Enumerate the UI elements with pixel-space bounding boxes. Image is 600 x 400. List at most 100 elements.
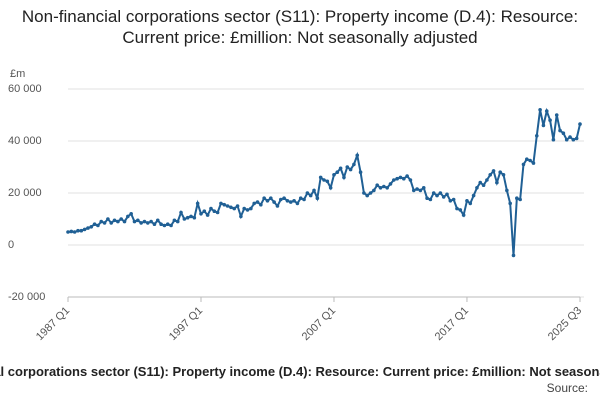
point — [528, 158, 532, 163]
point — [242, 206, 247, 211]
point — [76, 228, 80, 233]
point — [378, 186, 383, 190]
point — [195, 201, 200, 206]
point — [488, 173, 493, 177]
point — [338, 166, 343, 171]
point — [312, 188, 316, 193]
point — [431, 191, 436, 195]
point — [498, 170, 503, 174]
point — [518, 197, 522, 202]
x-tick-label: 2017 Q1 — [433, 305, 471, 343]
point — [475, 186, 479, 190]
point — [72, 230, 77, 234]
point — [525, 157, 529, 161]
point — [332, 173, 336, 177]
point — [185, 215, 190, 220]
point — [179, 210, 183, 215]
point — [335, 170, 340, 174]
point — [222, 202, 227, 207]
point — [189, 214, 193, 219]
y-tick-label: 40 000 — [8, 135, 42, 147]
point — [571, 137, 576, 142]
point — [215, 210, 220, 215]
point — [541, 123, 546, 128]
point — [578, 122, 582, 126]
point — [401, 176, 406, 181]
caption: Non-financial corporations sector (S11):… — [0, 364, 600, 379]
point — [272, 200, 276, 204]
point — [538, 108, 542, 112]
point — [285, 199, 290, 203]
point — [249, 206, 253, 211]
point — [202, 209, 207, 213]
point — [418, 188, 423, 193]
point — [461, 213, 466, 217]
point — [86, 226, 90, 230]
point — [345, 165, 350, 169]
point — [295, 201, 300, 206]
point — [162, 223, 167, 228]
point — [435, 193, 439, 198]
point — [255, 200, 260, 204]
point — [79, 228, 84, 233]
point — [275, 204, 280, 208]
point — [428, 197, 433, 202]
point — [116, 219, 120, 224]
source: Source: — [546, 381, 588, 395]
point — [92, 222, 97, 226]
x-tick-label: 1997 Q1 — [167, 305, 205, 343]
point — [302, 197, 306, 202]
point — [129, 212, 133, 216]
point — [564, 137, 569, 142]
point — [411, 188, 416, 193]
point — [155, 218, 160, 223]
point — [548, 118, 552, 122]
point — [96, 223, 100, 228]
point — [352, 162, 356, 167]
point — [192, 215, 197, 220]
point — [458, 208, 463, 212]
point — [382, 184, 386, 189]
point — [262, 196, 266, 200]
y-tick-label: -20 000 — [8, 291, 45, 303]
point — [395, 176, 399, 181]
point — [421, 186, 426, 190]
point — [126, 214, 130, 219]
point — [554, 113, 559, 117]
point — [318, 175, 323, 180]
point — [175, 219, 180, 224]
point — [388, 182, 393, 186]
point — [269, 196, 273, 200]
point — [478, 180, 483, 185]
point — [229, 205, 233, 210]
point — [471, 193, 476, 198]
point — [239, 214, 243, 219]
point — [551, 137, 556, 142]
point — [292, 199, 296, 203]
point — [451, 197, 456, 202]
point — [89, 225, 94, 229]
point — [205, 213, 210, 217]
y-tick-label: 20 000 — [8, 187, 42, 199]
point — [109, 221, 114, 225]
point — [209, 206, 213, 211]
point — [169, 223, 173, 228]
point — [119, 217, 123, 221]
point — [511, 253, 516, 258]
point — [372, 188, 376, 193]
point — [505, 188, 509, 193]
point — [245, 208, 250, 212]
point — [448, 199, 453, 203]
point — [132, 219, 137, 224]
point — [358, 170, 363, 174]
point — [342, 175, 346, 180]
point — [149, 219, 153, 224]
point — [265, 199, 270, 203]
point — [142, 219, 147, 224]
point — [392, 178, 396, 182]
point — [139, 221, 143, 225]
point — [375, 183, 379, 187]
point — [355, 153, 360, 158]
series-line — [67, 107, 581, 256]
point — [415, 187, 419, 191]
